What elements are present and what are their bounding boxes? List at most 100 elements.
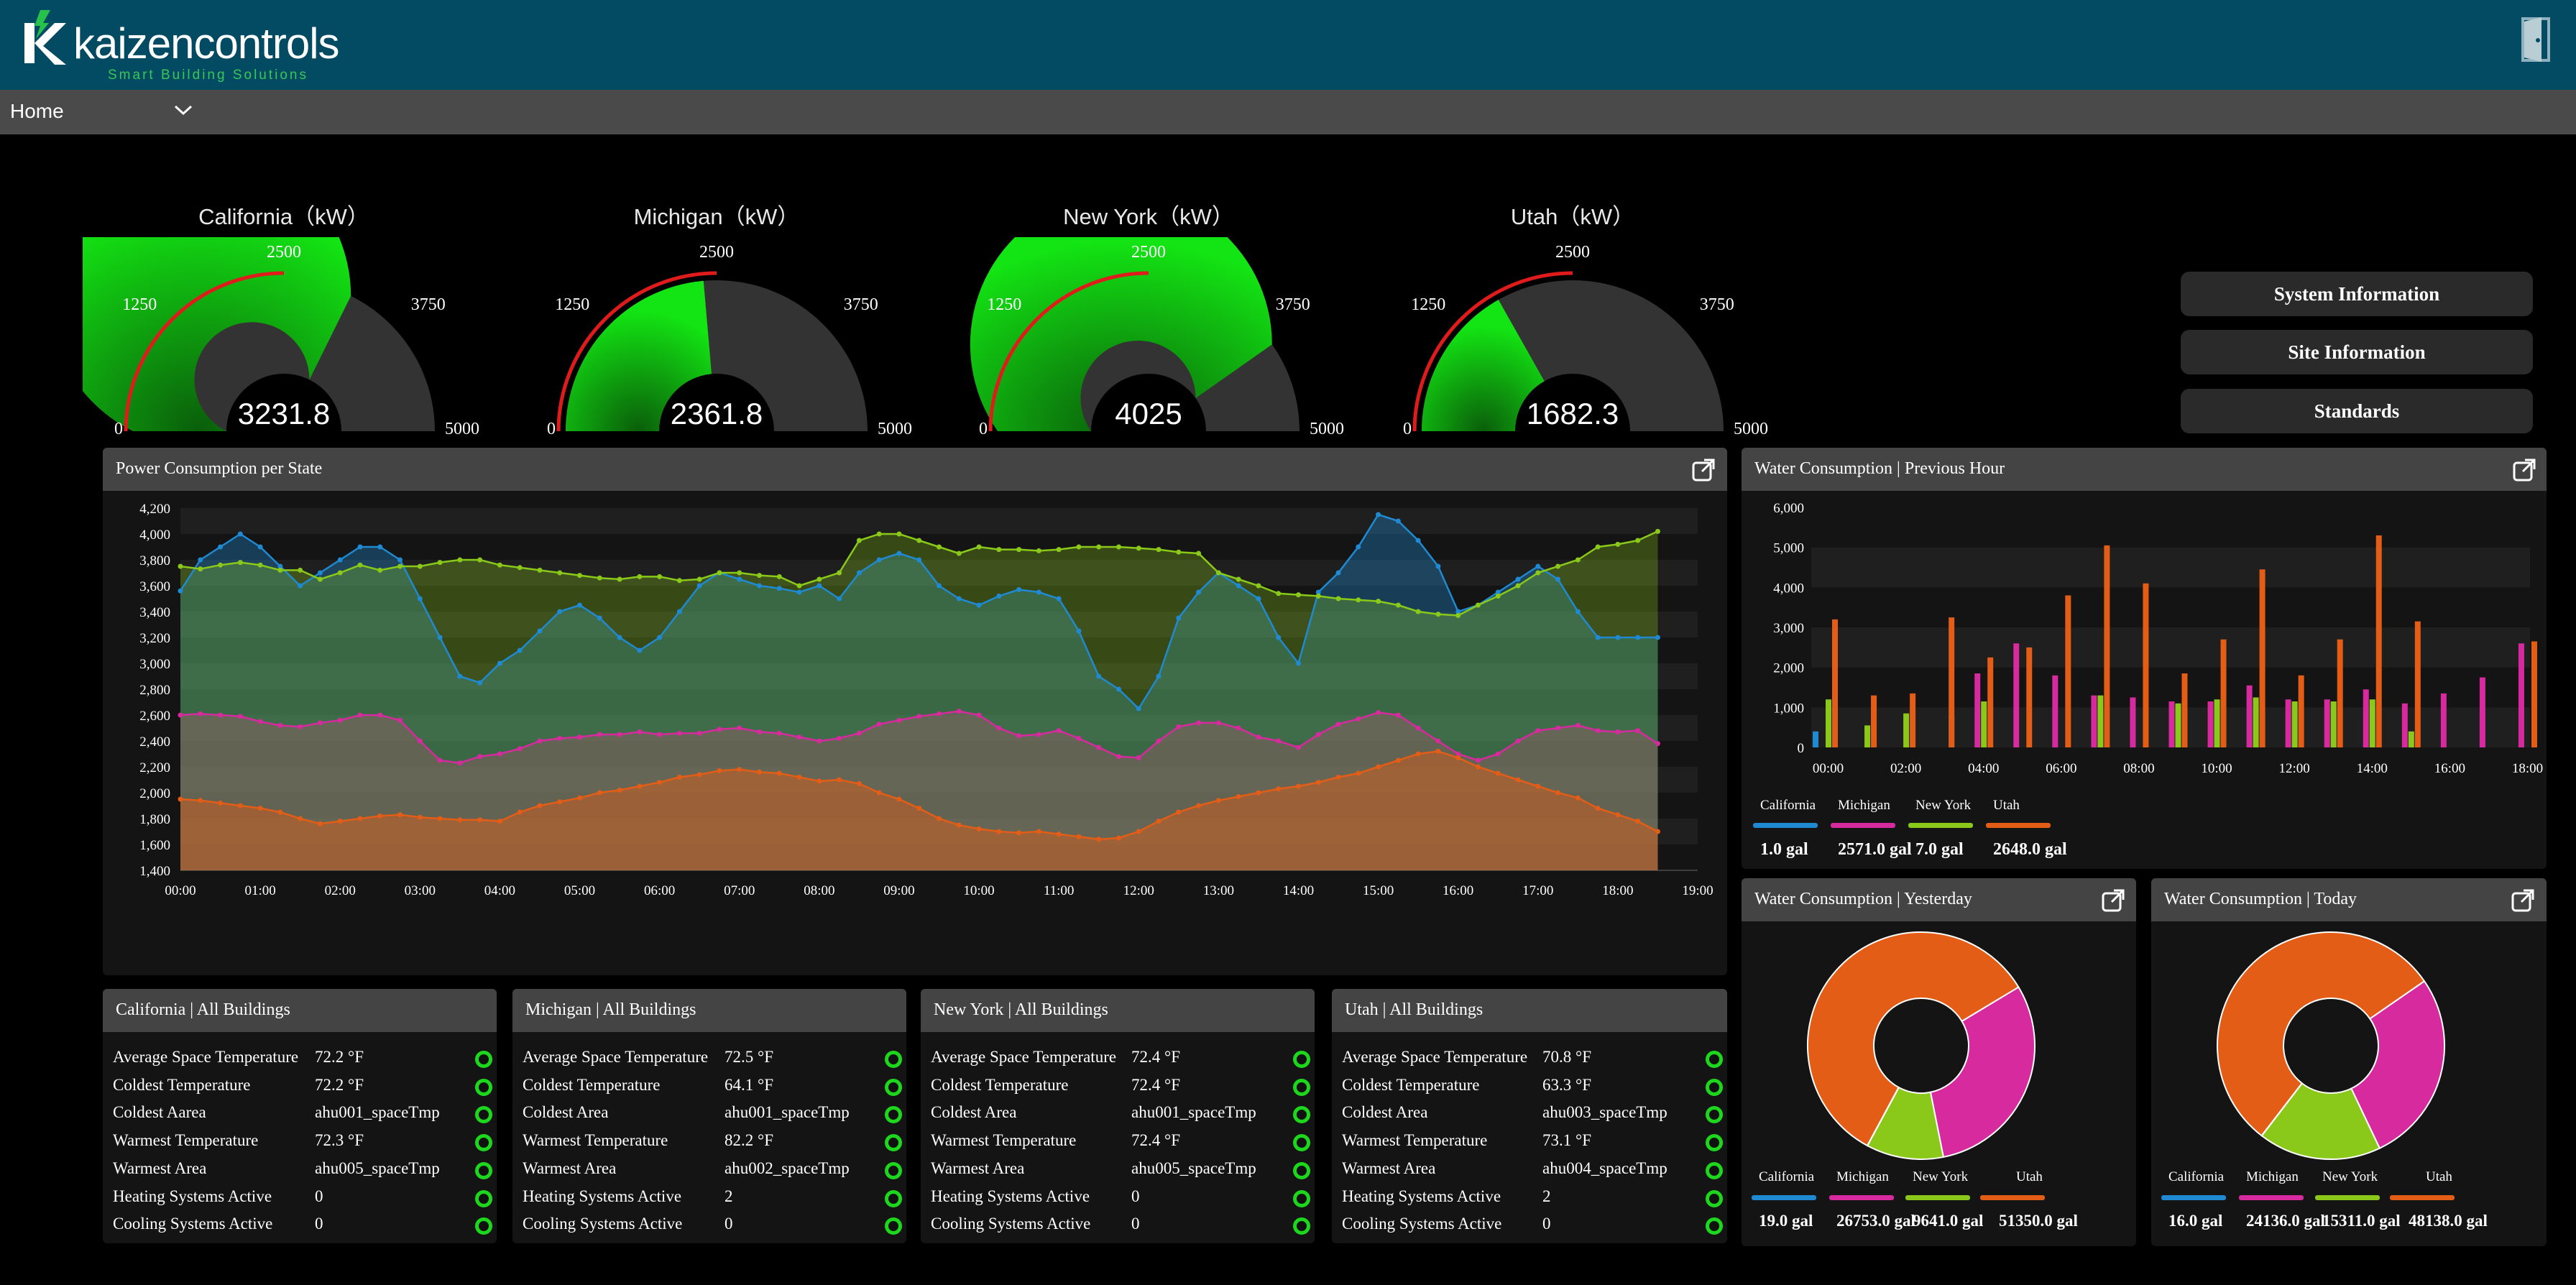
data-point bbox=[876, 722, 882, 727]
data-point bbox=[1176, 809, 1182, 815]
data-point bbox=[1036, 589, 1041, 595]
water-today-donut-chart[interactable]: California 16.0 gal Michigan 24136.0 gal New… bbox=[2151, 921, 2547, 1246]
data-point bbox=[976, 712, 982, 718]
data-point bbox=[696, 576, 702, 582]
chevron-down-icon[interactable] bbox=[172, 99, 194, 121]
data-point bbox=[657, 635, 663, 640]
expand-external-icon[interactable] bbox=[2511, 888, 2535, 913]
bar-new-york bbox=[1981, 701, 1987, 747]
gauge-scale-label: 2500 bbox=[267, 243, 301, 262]
data-point bbox=[298, 567, 303, 573]
legend-total: 9641.0 gal bbox=[1913, 1212, 1983, 1230]
data-point bbox=[1615, 541, 1621, 547]
data-point bbox=[577, 734, 583, 740]
status-ok-icon bbox=[885, 1217, 902, 1235]
bar-utah bbox=[2143, 583, 2149, 747]
data-point bbox=[1335, 570, 1341, 576]
y-tick-label: 1,600 bbox=[139, 838, 170, 853]
gauge-scale-label: 0 bbox=[1403, 420, 1412, 438]
water-hour-bar-chart[interactable]: 0 1,000 2,000 3,000 4,000 5,000 6,000 00:00 02:0… bbox=[1742, 491, 2547, 869]
legend-swatch bbox=[1905, 1195, 1970, 1200]
site-information-button[interactable]: Site Information bbox=[2181, 330, 2533, 374]
power-line-chart[interactable]: 1,400 1,600 1,800 2,000 2,200 2,400 2,600 2,800… bbox=[103, 491, 1727, 922]
info-row: Coldest Aarea ahu001_spaceTmp bbox=[103, 1099, 497, 1126]
data-point bbox=[317, 720, 323, 726]
bar-michigan bbox=[2207, 701, 2214, 747]
data-point bbox=[417, 563, 423, 569]
data-point bbox=[1116, 754, 1121, 760]
gauge-value: 3231.8 bbox=[238, 397, 330, 430]
info-row: Heating Systems Active 0 bbox=[103, 1183, 497, 1210]
water-yesterday-donut-chart[interactable]: California 19.0 gal Michigan 26753.0 gal New… bbox=[1742, 921, 2136, 1246]
bar-new-york bbox=[2097, 695, 2104, 747]
data-point bbox=[357, 544, 363, 550]
data-point bbox=[1076, 735, 1082, 741]
data-point bbox=[737, 576, 742, 582]
legend-swatch bbox=[1752, 1195, 1816, 1200]
x-tick-label: 08:00 bbox=[2123, 761, 2154, 776]
data-point bbox=[198, 566, 203, 572]
data-point bbox=[1076, 834, 1082, 839]
expand-external-icon[interactable] bbox=[2512, 458, 2536, 482]
expand-external-icon[interactable] bbox=[2101, 888, 2125, 913]
data-point bbox=[1535, 570, 1541, 576]
data-point bbox=[497, 751, 502, 757]
bar-utah bbox=[1987, 657, 1994, 747]
data-point bbox=[517, 746, 523, 752]
nav-dropdown-home[interactable]: Home bbox=[10, 100, 64, 122]
data-point bbox=[1016, 586, 1022, 592]
power-gauge: 0 1250 2500 3750 5000 2361.8 bbox=[547, 243, 912, 438]
legend-label: Utah bbox=[2426, 1169, 2452, 1184]
data-point bbox=[1455, 755, 1461, 760]
data-point bbox=[397, 717, 403, 723]
legend-label: New York bbox=[282, 921, 339, 922]
data-point bbox=[517, 648, 523, 653]
data-point bbox=[1036, 829, 1041, 834]
data-point bbox=[1575, 795, 1581, 801]
system-information-button[interactable]: System Information bbox=[2181, 272, 2533, 316]
standards-button[interactable]: Standards bbox=[2181, 389, 2533, 433]
donut-slice-new-york bbox=[2260, 1082, 2381, 1160]
data-point bbox=[218, 800, 224, 806]
data-point bbox=[1475, 602, 1481, 608]
data-point bbox=[1555, 790, 1561, 796]
data-point bbox=[357, 562, 363, 568]
y-tick-label: 2,600 bbox=[139, 709, 170, 724]
data-point bbox=[198, 798, 203, 803]
status-ok-icon bbox=[1706, 1051, 1723, 1068]
data-point bbox=[1635, 819, 1641, 824]
data-point bbox=[597, 615, 602, 621]
info-label: Cooling Systems Active bbox=[113, 1215, 273, 1233]
data-point bbox=[1515, 738, 1521, 744]
data-point bbox=[617, 787, 622, 793]
data-point bbox=[976, 544, 982, 550]
data-point bbox=[696, 583, 702, 589]
data-point bbox=[1276, 786, 1282, 792]
building-panel-header: New York | All Buildings bbox=[921, 989, 1315, 1032]
kaizen-logo[interactable]: kaizencontrols Smart Building Solutions bbox=[22, 7, 352, 83]
data-point bbox=[1176, 549, 1182, 555]
info-row: Average Space Temperature 72.2 °F bbox=[103, 1044, 497, 1071]
info-row: Coldest Temperature 72.4 °F bbox=[921, 1072, 1315, 1099]
expand-external-icon[interactable] bbox=[1691, 458, 1716, 482]
data-point bbox=[1076, 544, 1082, 550]
data-point bbox=[557, 799, 563, 805]
data-point bbox=[676, 609, 682, 614]
y-tick-label: 2,400 bbox=[139, 734, 170, 750]
status-ok-icon bbox=[1706, 1134, 1723, 1152]
data-point bbox=[896, 717, 902, 723]
status-ok-icon bbox=[1706, 1217, 1723, 1235]
bar-michigan bbox=[2479, 677, 2485, 747]
data-point bbox=[1315, 732, 1321, 737]
data-point bbox=[457, 760, 463, 766]
status-ok-icon bbox=[1706, 1189, 1723, 1207]
status-ok-icon bbox=[1706, 1078, 1723, 1096]
data-point bbox=[1196, 803, 1202, 809]
info-value: 72.2 °F bbox=[315, 1048, 364, 1066]
data-point bbox=[237, 803, 243, 809]
logout-door-icon[interactable] bbox=[2520, 16, 2553, 63]
data-point bbox=[1356, 770, 1361, 776]
bar-new-york bbox=[2291, 701, 2298, 747]
info-row: Heating Systems Active 2 bbox=[512, 1183, 906, 1210]
data-point bbox=[1395, 518, 1401, 524]
